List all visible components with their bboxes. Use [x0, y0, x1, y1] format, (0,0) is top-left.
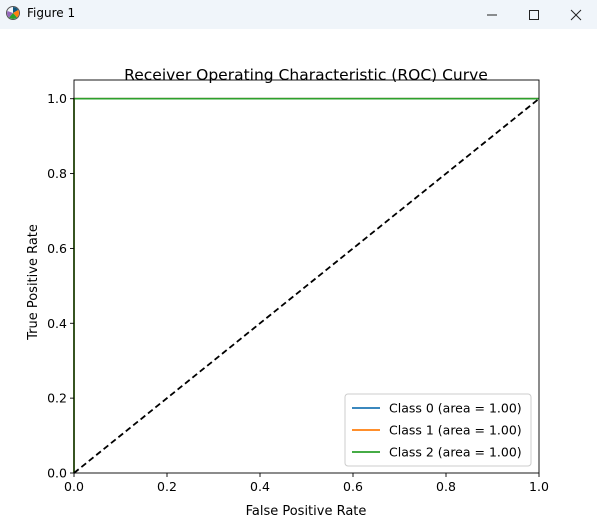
roc-chart: Receiver Operating Characteristic (ROC) …	[26, 66, 549, 519]
legend-label-class-1: Class 1 (area = 1.00)	[389, 423, 522, 438]
legend-label-class-2: Class 2 (area = 1.00)	[389, 445, 522, 460]
window-title: Figure 1	[27, 6, 76, 20]
minimize-button[interactable]	[469, 0, 515, 29]
y-tick-label: 0.8	[47, 166, 67, 181]
y-axis-label: True Positive Rate	[26, 224, 41, 341]
y-tick-label: 0.4	[47, 316, 67, 331]
figure-canvas[interactable]: Receiver Operating Characteristic (ROC) …	[0, 29, 597, 523]
y-tick-label: 0.0	[47, 466, 67, 481]
maximize-button[interactable]	[511, 0, 557, 29]
close-icon	[570, 9, 582, 20]
axes-frame	[73, 79, 540, 474]
y-tick-label: 1.0	[47, 91, 67, 106]
close-button[interactable]	[553, 0, 597, 29]
x-tick-label: 0.0	[64, 479, 84, 494]
minimize-icon	[487, 14, 497, 15]
x-tick-label: 0.4	[250, 479, 270, 494]
y-tick-label: 0.6	[47, 241, 67, 256]
x-tick-label: 0.6	[343, 479, 363, 494]
title-bar[interactable]: Figure 1	[0, 0, 597, 29]
x-tick-label: 0.2	[157, 479, 177, 494]
legend-label-class-0: Class 0 (area = 1.00)	[389, 401, 522, 416]
x-axis-label: False Positive Rate	[246, 504, 367, 519]
reference-diagonal-line	[73, 98, 540, 474]
plot-area: 0.0 0.2 0.4 0.6 0.8 1.0 0.0 0.2 0.4 0.6 0.8 1.0 Clas…	[47, 79, 549, 494]
chart-title: Receiver Operating Characteristic (ROC) …	[124, 66, 488, 84]
x-tick-label: 0.8	[436, 479, 456, 494]
matplotlib-icon	[6, 6, 20, 20]
maximize-icon	[529, 9, 539, 20]
y-tick-label: 0.2	[47, 391, 67, 406]
legend-box	[344, 393, 532, 467]
x-tick-label: 1.0	[529, 479, 549, 494]
